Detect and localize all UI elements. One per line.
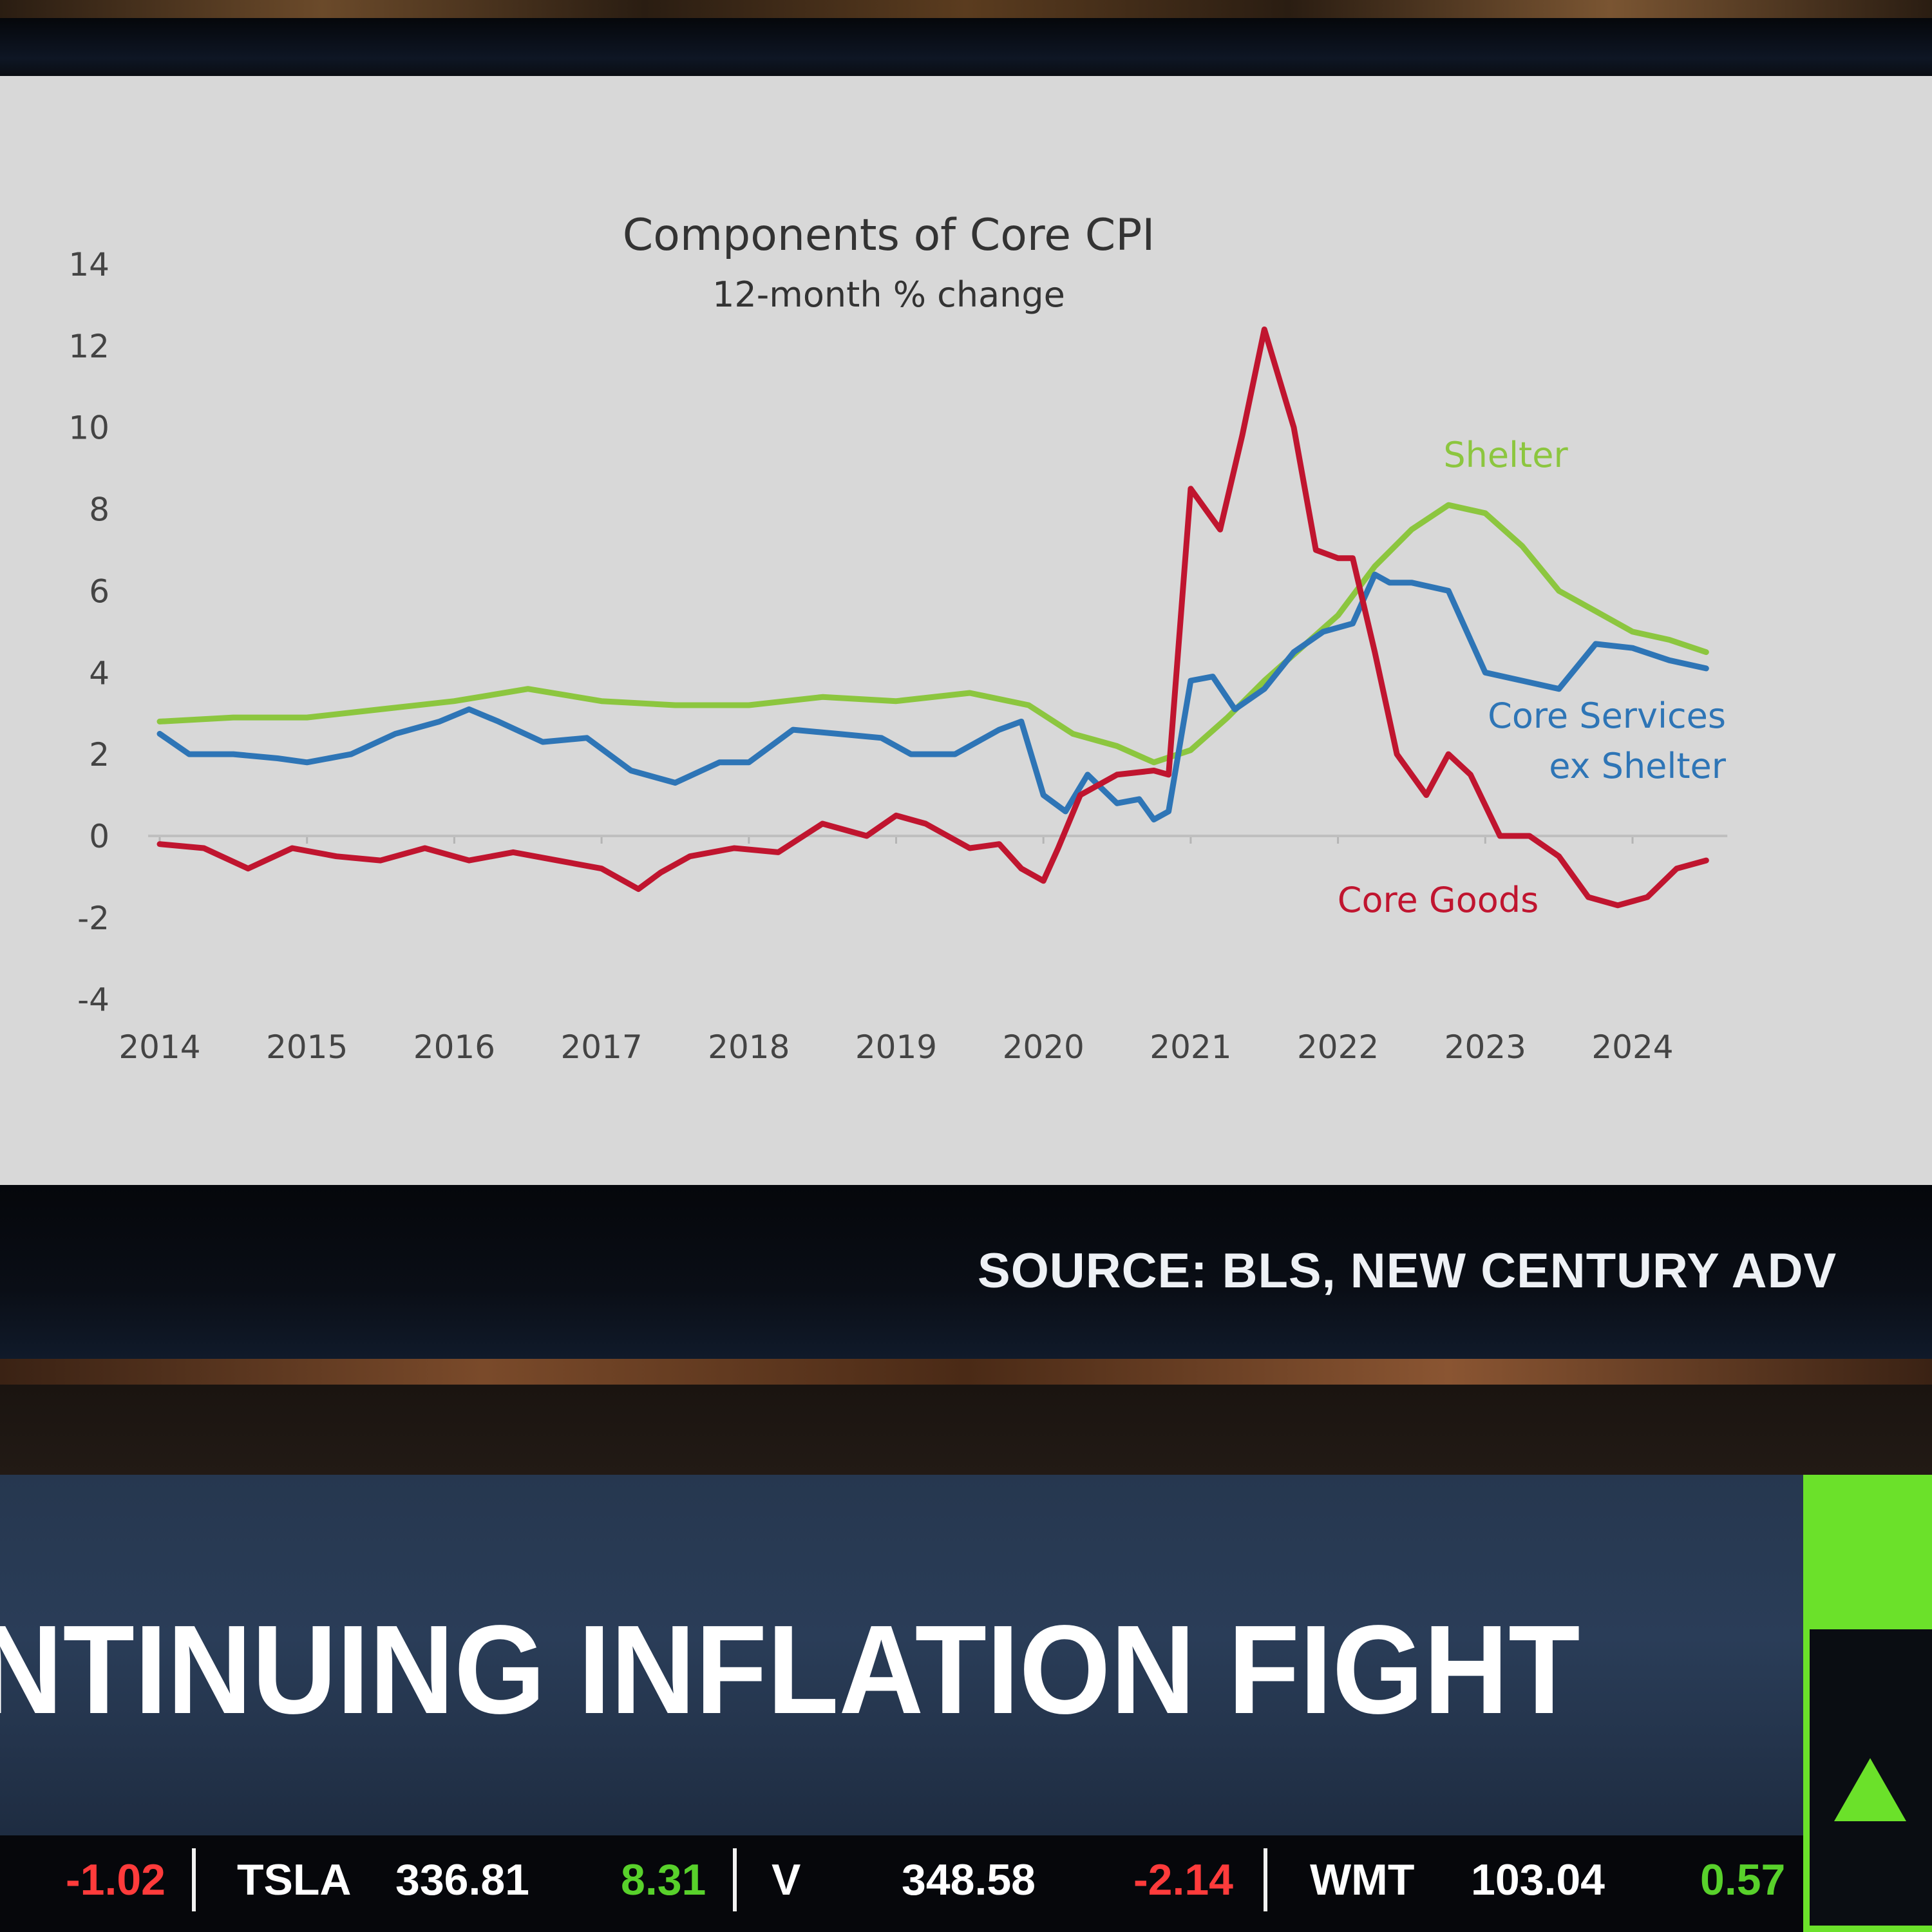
y-tick-label: 6: [89, 573, 109, 610]
x-tick-label: 2021: [1150, 1028, 1231, 1066]
x-tick-label: 2016: [413, 1028, 495, 1066]
ticker-symbol-v: V: [772, 1855, 801, 1904]
series-lines: [156, 327, 1709, 909]
x-tick-label: 2015: [266, 1028, 348, 1066]
ticker-separator: [192, 1848, 196, 1911]
ticker-symbol-tsla: TSLA: [237, 1855, 352, 1904]
ticker-change-tsla: 8.31: [621, 1855, 706, 1904]
series-label: ex Shelter: [1549, 746, 1727, 786]
ticker-price-wmt: 103.04: [1471, 1855, 1605, 1904]
ticker-change-v: -2.14: [1133, 1855, 1233, 1904]
x-axis-ticks: 2014 2015 2016 2017 2018 2019 2020 2021 2022 2023…: [118, 836, 1674, 1066]
y-tick-label: -4: [77, 981, 109, 1019]
headline-text: NTINUING INFLATION FIGHT: [0, 1599, 1580, 1740]
series-label: Core Goods: [1338, 880, 1539, 920]
series-labels: Shelter Core Services ex Shelter Core Goods: [1338, 435, 1727, 920]
y-tick-label: 14: [68, 246, 109, 283]
chart-panel: Components of Core CPI 12-month % change…: [0, 76, 1932, 1185]
studio-top-strip: [0, 0, 1932, 18]
x-tick-label: 2022: [1297, 1028, 1379, 1066]
ticker-separator: [1264, 1848, 1267, 1911]
y-tick-label: 8: [89, 491, 109, 529]
x-tick-label: 2017: [560, 1028, 642, 1066]
y-tick-label: 4: [89, 654, 109, 692]
source-label: SOURCE: BLS, NEW CENTURY ADV: [978, 1244, 1837, 1298]
x-tick-label: 2019: [855, 1028, 937, 1066]
y-axis-ticks: 14 12 10 8 6 4 2 0 -2 -4: [68, 246, 109, 1019]
monitor-bezel-top: [0, 18, 1932, 76]
ticker-change-0: -1.02: [66, 1855, 166, 1904]
studio-background: [0, 1385, 1932, 1475]
y-tick-label: 12: [68, 328, 109, 365]
chart-subtitle: 12-month % change: [712, 274, 1065, 315]
chart-title: Components of Core CPI: [623, 210, 1155, 261]
up-triangle-icon: [1834, 1758, 1906, 1821]
y-tick-label: 2: [89, 736, 109, 773]
studio-frame-strip: [0, 1359, 1932, 1385]
x-tick-label: 2024: [1591, 1028, 1673, 1066]
ticker-symbol-wmt: WMT: [1310, 1855, 1415, 1904]
x-tick-label: 2014: [118, 1028, 200, 1066]
ticker-price-v: 348.58: [902, 1855, 1036, 1904]
ticker-price-tsla: 336.81: [395, 1855, 529, 1904]
ticker-separator: [733, 1848, 737, 1911]
market-indicator-block: [1803, 1475, 1932, 1629]
x-tick-label: 2020: [1003, 1028, 1084, 1066]
core-cpi-chart: Components of Core CPI 12-month % change…: [68, 210, 1728, 1066]
x-tick-label: 2018: [708, 1028, 790, 1066]
y-tick-label: 0: [89, 818, 109, 855]
x-tick-label: 2023: [1444, 1028, 1526, 1066]
series-label: Core Services: [1488, 696, 1726, 736]
series-label: Shelter: [1443, 435, 1568, 475]
y-tick-label: 10: [68, 410, 109, 447]
series-line-core-services-ex-shelter: [156, 571, 1709, 823]
stock-ticker: [0, 1835, 1803, 1932]
y-tick-label: -2: [77, 900, 109, 937]
source-bar: [0, 1185, 1932, 1359]
ticker-change-wmt: 0.57: [1700, 1855, 1786, 1904]
series-line-shelter: [156, 502, 1709, 766]
series-line-core-goods: [156, 327, 1709, 909]
headline-bar: [0, 1475, 1803, 1835]
